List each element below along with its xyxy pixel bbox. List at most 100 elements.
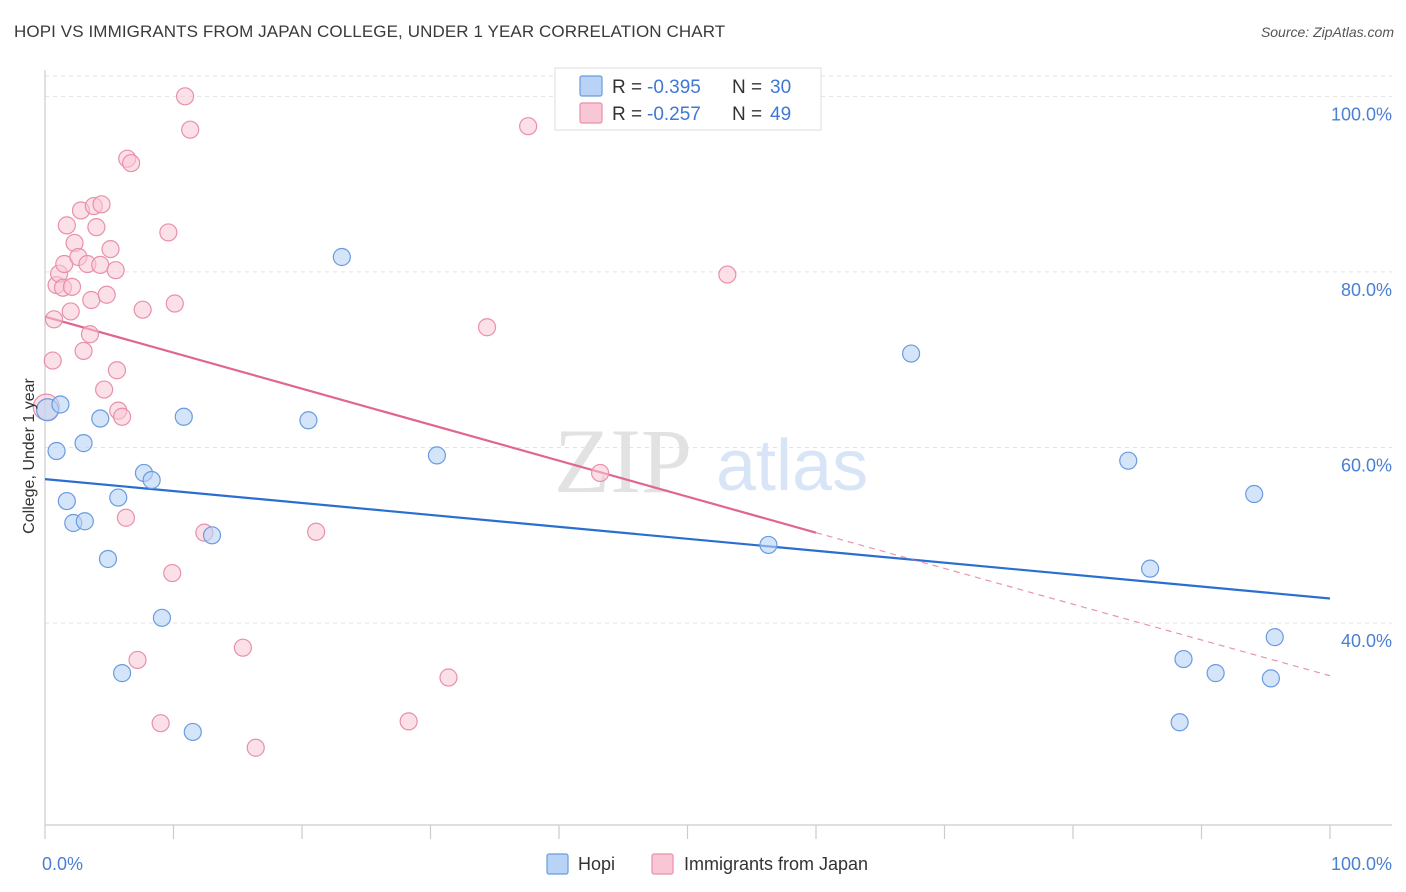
hopi-point xyxy=(427,446,447,465)
japan-point xyxy=(591,463,610,483)
japan-point xyxy=(307,522,326,541)
legend-japan-swatch xyxy=(579,102,603,124)
japan-point xyxy=(106,261,125,280)
legend-hopi-n-label: N = xyxy=(732,77,762,98)
bottom-legend-japan-label: Immigrants from Japan xyxy=(684,854,868,874)
legend-japan-r-label: R = xyxy=(612,104,642,125)
hopi-point xyxy=(1245,484,1264,504)
japan-point xyxy=(718,265,737,284)
chart-title: HOPI VS IMMIGRANTS FROM JAPAN COLLEGE, U… xyxy=(14,22,726,41)
legend-hopi-r-value: -0.395 xyxy=(647,77,701,98)
japan-point xyxy=(151,714,170,733)
hopi-point xyxy=(109,488,128,507)
japan-point xyxy=(91,255,110,274)
japan-point xyxy=(175,87,195,106)
hopi-point xyxy=(1206,664,1225,683)
hopi-point xyxy=(75,512,94,531)
y-tick-labels: 40.0% 60.0% 80.0% 100.0% xyxy=(1331,104,1392,651)
japan-point xyxy=(87,218,106,237)
hopi-point xyxy=(174,407,193,426)
japan-point xyxy=(43,351,62,370)
hopi-point xyxy=(202,526,222,545)
trend-lines xyxy=(44,315,1331,677)
japan-point xyxy=(101,239,120,259)
y-tick-label-60: 60.0% xyxy=(1341,456,1392,476)
japan-trend-line xyxy=(44,315,817,534)
hopi-point xyxy=(183,722,202,742)
hopi-point xyxy=(759,535,778,555)
legend-hopi-n-value: 30 xyxy=(770,77,791,98)
japan-point xyxy=(92,195,111,214)
japan-point xyxy=(233,638,252,657)
japan-point xyxy=(62,277,82,296)
japan-point xyxy=(165,294,184,313)
x-tick-label-100: 100.0% xyxy=(1331,854,1392,874)
bottom-legend: Hopi Immigrants from Japan xyxy=(546,853,868,875)
x-tick-label-0: 0.0% xyxy=(42,854,83,874)
y-tick-label-100: 100.0% xyxy=(1331,104,1392,124)
hopi-point xyxy=(1174,649,1193,669)
legend-japan-n-value: 49 xyxy=(770,104,791,125)
hopi-point xyxy=(1140,559,1160,578)
bottom-legend-japan-swatch xyxy=(651,853,674,875)
axes xyxy=(44,70,1392,839)
hopi-point xyxy=(1170,713,1189,732)
japan-trend-line-extension xyxy=(815,532,1331,677)
hopi-point xyxy=(57,491,76,511)
japan-point xyxy=(121,153,141,173)
japan-point xyxy=(107,361,127,380)
watermark: ZIP atlas xyxy=(554,410,868,512)
hopi-point xyxy=(74,434,93,453)
legend-hopi-swatch xyxy=(579,75,603,97)
japan-point xyxy=(97,285,116,304)
hopi-point xyxy=(47,441,66,461)
hopi-point xyxy=(91,409,110,428)
hopi-point xyxy=(332,247,351,267)
hopi-point xyxy=(152,608,172,627)
japan-point xyxy=(181,120,200,139)
x-tick-labels: 0.0% 100.0% xyxy=(42,854,1392,874)
legend-hopi-r-label: R = xyxy=(612,77,642,98)
japan-point xyxy=(439,668,458,687)
japan-point xyxy=(163,563,182,583)
hopi-point xyxy=(1119,451,1138,470)
watermark-atlas: atlas xyxy=(716,426,868,506)
legend-japan-r-value: -0.257 xyxy=(647,104,701,125)
japan-point xyxy=(61,302,80,321)
hopi-point xyxy=(901,344,921,363)
top-legend: R = -0.395 N = 30 R = -0.257 N = 49 xyxy=(554,67,822,131)
y-tick-label-80: 80.0% xyxy=(1341,280,1392,300)
japan-point xyxy=(82,290,101,310)
hopi-point xyxy=(1261,669,1280,688)
japan-point xyxy=(57,216,76,235)
japan-point xyxy=(477,318,497,337)
hopi-point xyxy=(112,664,132,683)
japan-point xyxy=(133,300,152,319)
japan-point xyxy=(128,650,147,670)
hopi-trend-line xyxy=(44,478,1331,600)
japan-point xyxy=(246,738,265,757)
japan-point xyxy=(80,325,100,344)
hopi-point xyxy=(51,395,70,414)
hopi-point xyxy=(98,549,118,569)
hopi-point xyxy=(299,411,318,430)
japan-point xyxy=(159,223,178,242)
watermark-zip: ZIP xyxy=(554,410,692,512)
y-axis-label: College, Under 1 year xyxy=(21,378,38,534)
japan-point xyxy=(112,407,132,426)
japan-point xyxy=(519,117,538,136)
legend-japan-n-label: N = xyxy=(732,104,762,125)
bottom-legend-hopi-swatch xyxy=(546,853,569,875)
source-label: Source: ZipAtlas.com xyxy=(1260,24,1394,40)
bottom-legend-hopi-label: Hopi xyxy=(578,854,615,874)
hopi-point xyxy=(142,470,161,490)
japan-point xyxy=(399,712,418,731)
hopi-points xyxy=(35,247,1284,742)
japan-point xyxy=(74,341,93,361)
japan-point xyxy=(116,508,136,527)
japan-point xyxy=(44,310,64,329)
y-tick-label-40: 40.0% xyxy=(1341,631,1392,651)
japan-point xyxy=(95,380,114,399)
hopi-point xyxy=(1265,628,1284,647)
